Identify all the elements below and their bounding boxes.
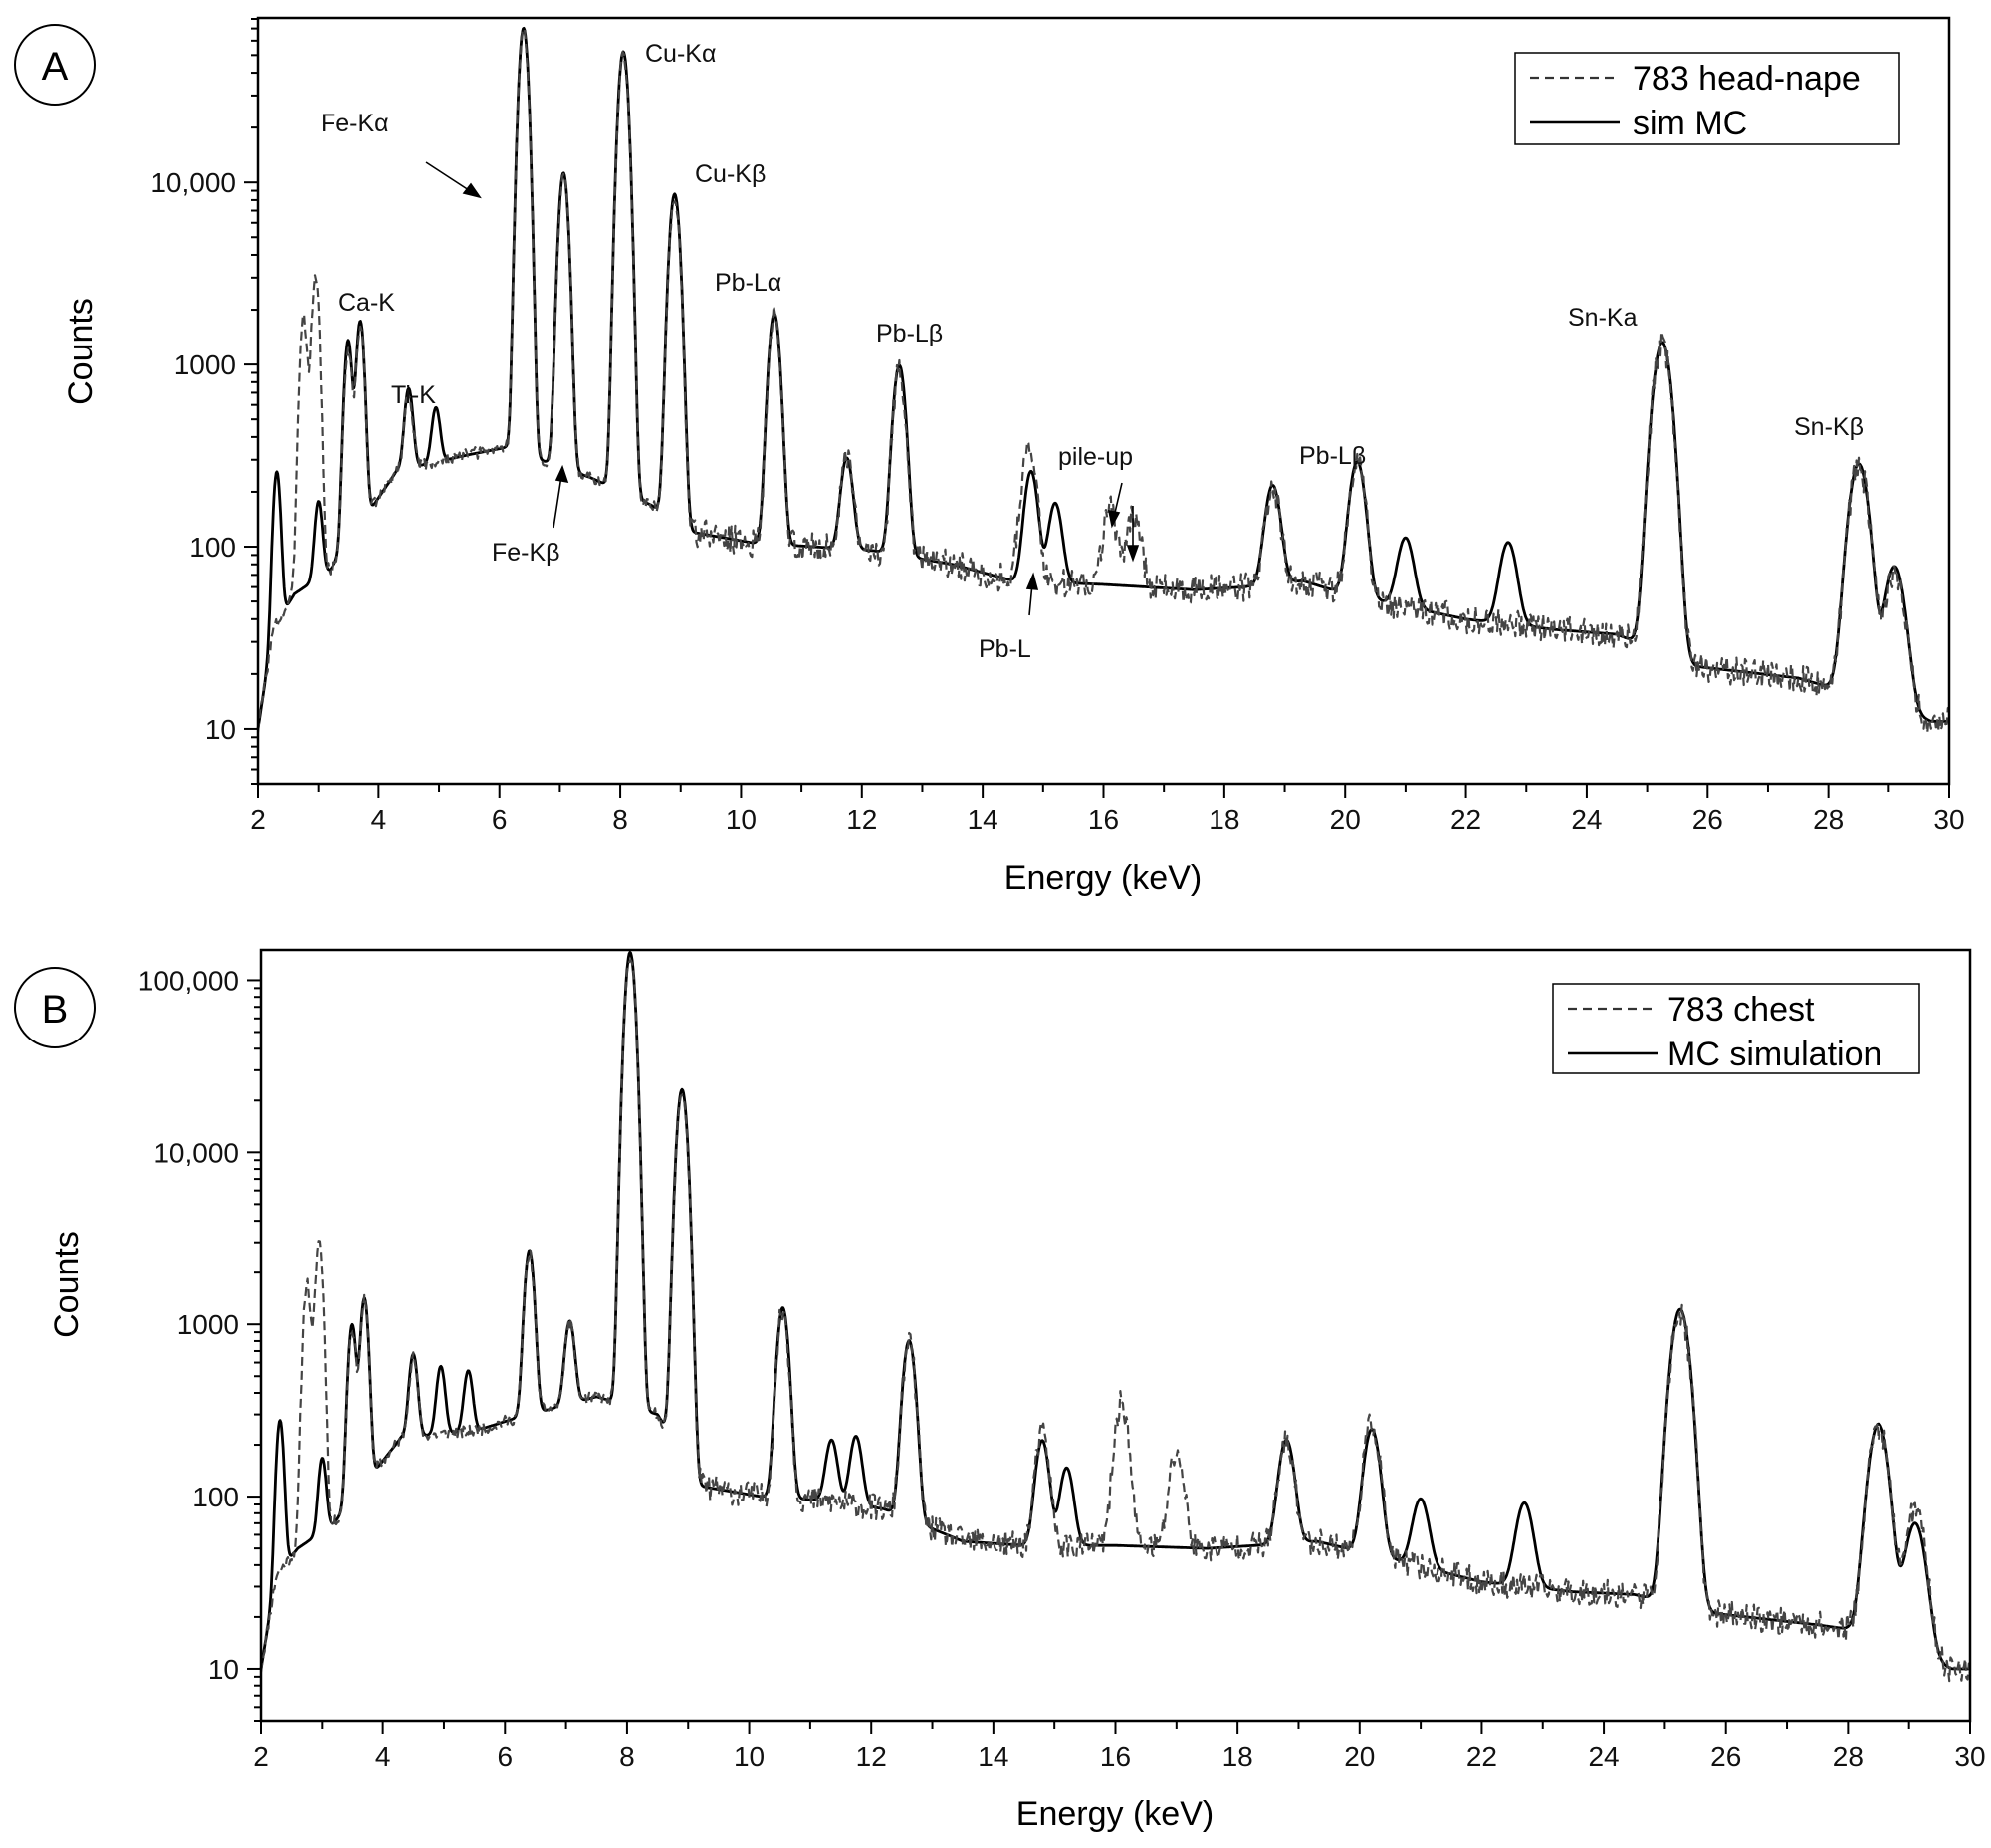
arrow-pb-l-head	[1027, 575, 1037, 589]
panel-a-y-tick-label: 1000	[174, 349, 236, 380]
panel-b-x-tick-label: 2	[253, 1741, 269, 1772]
panel-a: A 2 4 6 8 10 12 14 16 18 20 22 24 26 28 3010100100010,…	[15, 18, 1965, 897]
panel-b-x-axis-title: Energy (keV)	[1016, 1795, 1214, 1833]
panel-a-x-tick-label: 24	[1571, 805, 1602, 835]
panel-b-x-tick-label: 8	[619, 1741, 635, 1772]
annotation-fe-ka: Fe-Kα	[321, 110, 389, 137]
arrow-pile-up-2-head	[1128, 546, 1138, 560]
panel-a-y-tick-label: 10,000	[150, 167, 236, 198]
panel-b-y-tick-label: 10,000	[153, 1137, 239, 1168]
panel-b-x-tick-label: 12	[856, 1741, 887, 1772]
annotation-cu-kb: Cu-Kβ	[695, 160, 766, 188]
annotation-ca-k: Ca-K	[338, 289, 395, 317]
annotation-pb-la: Pb-Lα	[715, 269, 781, 297]
panel-a-x-tick-label: 30	[1933, 805, 1964, 835]
panel-b: B 2 4 6 8 10 12 14 16 18 20 22 24 26 28 3010100100010,…	[15, 950, 1986, 1833]
annotation-pb-l: Pb-L	[979, 635, 1031, 663]
panel-a-y-tick-label: 100	[189, 532, 236, 563]
panel-b-x-tick-label: 24	[1588, 1741, 1619, 1772]
arrow-pile-up-1-head	[1109, 511, 1119, 526]
arrow-fe-ka-head	[464, 184, 480, 197]
panel-a-x-tick-label: 6	[492, 805, 508, 835]
annotation-ti-k: Ti-K	[391, 381, 436, 409]
annotation-pb-lb: Pb-Lβ	[876, 320, 943, 347]
panel-a-x-tick-label: 18	[1209, 805, 1239, 835]
annotation-fe-kb: Fe-Kβ	[492, 539, 560, 567]
annotation-cu-ka: Cu-Kα	[645, 40, 716, 68]
annotation-pile-up: pile-up	[1058, 443, 1133, 471]
panel-b-x-tick-label: 18	[1222, 1741, 1253, 1772]
panel-b-x-tick-label: 4	[375, 1741, 391, 1772]
panel-a-legend-label-simulation: sim MC	[1633, 105, 1747, 142]
annotation-sn-ka: Sn-Ka	[1568, 304, 1638, 332]
panel-b-y-tick-label: 100,000	[138, 965, 239, 996]
panel-b-legend-label-simulation: MC simulation	[1667, 1036, 1881, 1073]
panel-a-x-axis-title: Energy (keV)	[1004, 859, 1202, 897]
panel-b-x-tick-label: 20	[1344, 1741, 1375, 1772]
panel-b-y-tick-label: 100	[192, 1482, 239, 1512]
panel-b-y-axis-title: Counts	[48, 1231, 86, 1338]
panel-b-y-tick-label: 10	[208, 1654, 239, 1685]
annotation-pb-lb-2: Pb-Lβ	[1299, 442, 1366, 470]
annotation-sn-kb: Sn-Kβ	[1794, 413, 1864, 441]
panel-b-letter: B	[42, 988, 69, 1032]
panel-b-y-tick-label: 1000	[177, 1309, 239, 1340]
panel-b-x-tick-label: 10	[734, 1741, 765, 1772]
panel-a-x-tick-label: 22	[1450, 805, 1481, 835]
panel-a-x-tick-label: 10	[726, 805, 757, 835]
panel-b-x-tick-label: 14	[978, 1741, 1008, 1772]
panel-a-x-tick-label: 20	[1330, 805, 1361, 835]
panel-a-y-axis-title: Counts	[62, 298, 100, 405]
panel-a-x-tick-label: 2	[250, 805, 266, 835]
panel-a-legend-label-measured: 783 head-nape	[1633, 60, 1861, 98]
panel-a-legend: 783 head-nape sim MC	[1515, 53, 1899, 144]
panel-a-x-tick-label: 14	[968, 805, 998, 835]
panel-b-x-tick-label: 28	[1833, 1741, 1864, 1772]
panel-a-x-tick-label: 12	[846, 805, 877, 835]
panel-a-x-tick-label: 4	[371, 805, 387, 835]
panel-a-x-tick-label: 8	[612, 805, 628, 835]
arrow-fe-ka-line	[426, 162, 472, 192]
arrow-fe-kb-head	[556, 467, 567, 482]
panel-b-x-tick-label: 26	[1710, 1741, 1741, 1772]
panel-a-x-tick-label: 28	[1813, 805, 1844, 835]
panel-b-legend-label-measured: 783 chest	[1667, 991, 1815, 1029]
arrow-fe-kb-line	[553, 476, 561, 528]
panel-a-letter: A	[42, 45, 69, 89]
panel-a-y-tick-label: 10	[205, 714, 236, 745]
panel-b-legend: 783 chest MC simulation	[1553, 984, 1919, 1073]
panel-b-x-tick-label: 16	[1100, 1741, 1131, 1772]
panel-a-x-tick-label: 26	[1692, 805, 1723, 835]
panel-a-x-tick-label: 16	[1088, 805, 1119, 835]
panel-b-x-tick-label: 30	[1954, 1741, 1985, 1772]
panel-b-x-tick-label: 22	[1466, 1741, 1497, 1772]
panel-b-x-tick-label: 6	[497, 1741, 513, 1772]
